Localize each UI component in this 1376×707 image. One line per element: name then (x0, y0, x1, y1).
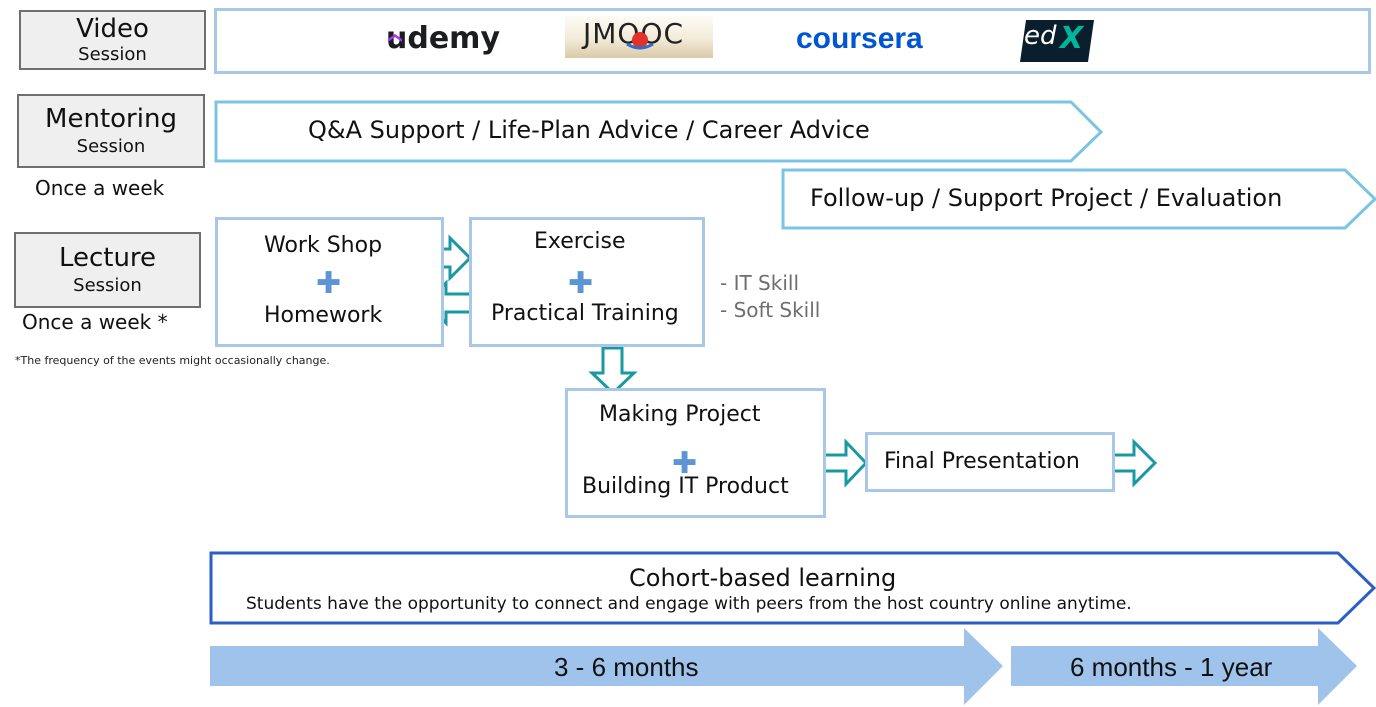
video-platforms-panel (214, 8, 1371, 74)
final-presentation-box (865, 432, 1115, 492)
lecture-frequency: Once a week * (22, 310, 168, 334)
video-subtitle: Session (78, 44, 147, 65)
mentoring-banner-shape (214, 100, 1104, 163)
project-box (565, 388, 826, 518)
lecture-session-label: Lecture Session (14, 232, 201, 308)
exercise-box (469, 217, 705, 347)
coursera-logo: coursera (796, 22, 923, 55)
video-session-label: Video Session (19, 10, 206, 70)
plus-icon: ✚ (568, 266, 594, 301)
timeline-arrow-1 (210, 628, 1003, 705)
workshop-box (215, 217, 444, 347)
lecture-subtitle: Session (73, 275, 142, 296)
edx-ed: ed (1024, 21, 1057, 51)
homework-label: Homework (264, 303, 383, 328)
plus-icon: ✚ (672, 446, 698, 481)
plus-icon: ✚ (316, 266, 342, 301)
edx-badge-icon (1020, 20, 1094, 62)
mentoring-subtitle: Session (76, 136, 146, 157)
final-presentation-label: Final Presentation (884, 449, 1080, 474)
cohort-banner-shape (209, 551, 1376, 625)
jmooc-sun-icon (626, 32, 654, 50)
building-product-label: Building IT Product (582, 474, 789, 499)
followup-banner-shape (781, 168, 1376, 230)
arrow-right-icon (818, 438, 869, 488)
workshop-label: Work Shop (264, 233, 383, 258)
udemy-logo: udemy (386, 24, 500, 54)
skill-soft: - Soft Skill (720, 298, 821, 322)
mentoring-title: Mentoring (45, 104, 177, 134)
edx-x: X (1060, 21, 1084, 56)
practical-training-label: Practical Training (491, 301, 679, 326)
skill-it: - IT Skill (720, 271, 799, 295)
lecture-title: Lecture (58, 243, 157, 273)
cohort-title: Cohort-based learning (629, 564, 897, 592)
arrow-right-icon (1106, 438, 1158, 488)
mentoring-session-label: Mentoring Session (17, 94, 205, 168)
exercise-label: Exercise (534, 229, 626, 254)
making-project-label: Making Project (599, 402, 761, 427)
mentoring-frequency: Once a week (35, 176, 165, 200)
udemy-hat-icon (388, 18, 402, 42)
cohort-description: Students have the opportunity to connect… (246, 594, 1132, 614)
video-title: Video (76, 14, 149, 44)
timeline-label-2: 6 months - 1 year (1070, 652, 1273, 682)
arrow-down-icon (588, 346, 638, 396)
mentoring-banner-text: Q&A Support / Life-Plan Advice / Career … (308, 116, 870, 144)
timeline-label-1: 3 - 6 months (554, 652, 699, 682)
footnote: *The frequency of the events might occas… (15, 354, 330, 367)
jmooc-logo: JMOOC (565, 16, 713, 58)
followup-banner-text: Follow-up / Support Project / Evaluation (810, 184, 1283, 212)
timeline-arrow-2 (1011, 628, 1357, 705)
